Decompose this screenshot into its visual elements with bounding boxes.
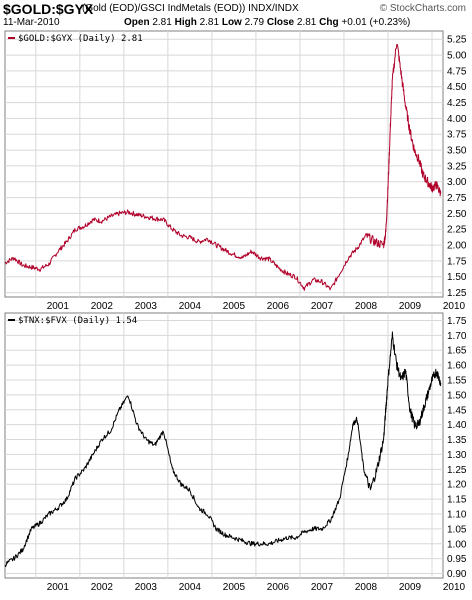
quote-summary: Open 2.81 High 2.81 Low 2.79 Close 2.81 … (124, 17, 410, 28)
y-tick-label: 1.60 (447, 361, 467, 372)
y-tick-label: 0.95 (447, 554, 467, 565)
y-tick-label: 4.25 (447, 98, 467, 109)
panel-title: $GOLD:$GYX (Daily) 2.81 (18, 34, 143, 44)
x-tick-label: 2004 (179, 301, 202, 312)
x-tick-label: 2006 (267, 582, 290, 593)
x-tick-label: 2004 (179, 582, 202, 593)
y-tick-label: 1.45 (447, 405, 467, 416)
x-tick-label: 2002 (91, 582, 114, 593)
y-tick-label: 4.50 (447, 82, 467, 93)
y-tick-label: 1.55 (447, 375, 467, 386)
low-value: 2.79 (244, 17, 265, 28)
y-tick-label: 3.50 (447, 146, 467, 157)
y-tick-label: 2.50 (447, 209, 467, 220)
y-tick-label: 3.75 (447, 130, 467, 141)
x-tick-label: 2001 (47, 301, 70, 312)
close-value: 2.81 (296, 17, 317, 28)
y-tick-label: 4.75 (447, 66, 467, 77)
brand-credit: © StockCharts.com (379, 3, 466, 14)
y-tick-label: 1.50 (447, 390, 467, 401)
series-line-2 (4, 331, 442, 567)
open-value: 2.81 (152, 17, 172, 28)
y-tick-label: 4.00 (447, 114, 467, 125)
y-tick-label: 1.75 (447, 256, 467, 267)
y-tick-label: 3.25 (447, 161, 467, 172)
y-tick-label: 1.40 (447, 420, 467, 431)
open-label: Open (124, 17, 150, 28)
plot-frame-1 (4, 30, 444, 298)
y-tick-label: 1.25 (447, 465, 467, 476)
y-tick-label: 0.90 (447, 569, 467, 580)
y-tick-label: 1.10 (447, 509, 467, 520)
y-tick-label: 2.75 (447, 193, 467, 204)
y-tick-label: 1.15 (447, 495, 467, 506)
x-tick-label: 2007 (311, 301, 334, 312)
series-line-1 (4, 44, 442, 291)
y-tick-label: 2.25 (447, 225, 467, 236)
x-tick-label: 2010 (443, 301, 466, 312)
x-tick-label: 2009 (399, 301, 422, 312)
panel-title: $TNX:$FVX (Daily) 1.54 (18, 316, 137, 326)
close-label: Close (266, 17, 295, 28)
y-tick-label: 1.25 (447, 288, 467, 299)
x-tick-label: 2002 (91, 301, 114, 312)
x-tick-label: 2008 (355, 582, 378, 593)
y-tick-label: 5.25 (447, 35, 467, 46)
x-tick-label: 2003 (135, 582, 158, 593)
symbol-description: (Gold (EOD)/GSCI IndMetals (EOD)) INDX/I… (82, 3, 299, 14)
y-tick-label: 2.00 (447, 241, 467, 252)
chart-header: $GOLD:$GYX (Gold (EOD)/GSCI IndMetals (E… (0, 0, 472, 30)
quote-date: 11-Mar-2010 (3, 17, 60, 28)
x-tick-label: 2005 (223, 301, 246, 312)
x-tick-label: 2006 (267, 301, 290, 312)
y-tick-label: 3.00 (447, 177, 467, 188)
x-tick-label: 2003 (135, 301, 158, 312)
chg-value: +0.01 (+0.23%) (341, 17, 411, 28)
y-tick-label: 5.00 (447, 51, 467, 62)
high-label: High (174, 17, 197, 28)
plot-frame-2 (4, 312, 444, 579)
y-tick-label: 1.65 (447, 346, 467, 357)
low-label: Low (221, 17, 242, 28)
x-tick-label: 2001 (47, 582, 70, 593)
y-tick-label: 1.75 (447, 316, 467, 327)
symbol-title: $GOLD:$GYX (3, 1, 94, 17)
y-tick-label: 1.30 (447, 450, 467, 461)
x-tick-label: 2008 (355, 301, 378, 312)
chg-label: Chg (319, 17, 339, 28)
y-tick-label: 1.35 (447, 435, 467, 446)
y-tick-label: 1.50 (447, 272, 467, 283)
y-tick-label: 1.00 (447, 539, 467, 550)
x-tick-label: 2007 (311, 582, 334, 593)
y-tick-label: 1.05 (447, 524, 467, 535)
high-value: 2.81 (199, 17, 220, 28)
x-tick-label: 2010 (443, 582, 466, 593)
y-tick-label: 1.20 (447, 480, 467, 491)
y-tick-label: 1.70 (447, 331, 467, 342)
x-tick-label: 2005 (223, 582, 246, 593)
x-tick-label: 2009 (399, 582, 422, 593)
